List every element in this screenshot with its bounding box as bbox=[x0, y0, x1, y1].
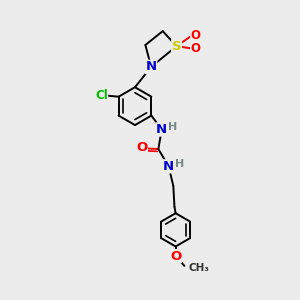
Text: CH₃: CH₃ bbox=[188, 263, 209, 273]
Text: N: N bbox=[146, 60, 157, 74]
Text: O: O bbox=[170, 250, 181, 263]
Text: Cl: Cl bbox=[95, 89, 108, 102]
Text: O: O bbox=[136, 141, 147, 154]
Text: O: O bbox=[191, 29, 201, 42]
Text: N: N bbox=[163, 160, 174, 173]
Text: H: H bbox=[168, 122, 178, 132]
Text: N: N bbox=[156, 123, 167, 136]
Text: H: H bbox=[175, 159, 184, 169]
Text: S: S bbox=[172, 40, 182, 53]
Text: O: O bbox=[191, 42, 201, 55]
